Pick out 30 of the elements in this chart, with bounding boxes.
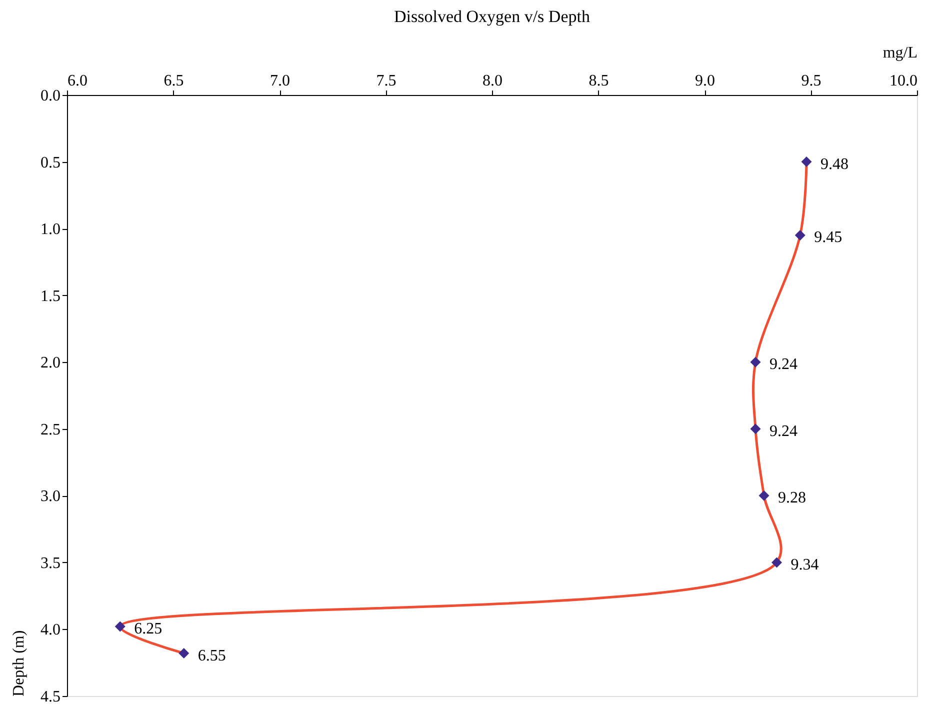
data-label: 9.48: [820, 156, 848, 173]
y-tick-label: 2.0: [40, 354, 60, 372]
data-label: 9.34: [790, 556, 819, 574]
y-tick-label: 3.5: [40, 554, 60, 572]
y-tick-label: 4.5: [40, 688, 60, 706]
x-tick-label: 6.0: [68, 72, 88, 90]
chart-title: Dissolved Oxygen v/s Depth: [394, 7, 590, 26]
data-label: 9.45: [814, 229, 842, 246]
data-label: 9.24: [770, 356, 798, 374]
y-tick-label: 2.5: [40, 421, 60, 438]
y-axis-title: Depth (m): [10, 630, 28, 696]
data-label: 6.55: [198, 647, 226, 664]
y-tick-label: 3.0: [40, 488, 60, 506]
x-tick-label: 9.0: [695, 72, 715, 90]
x-tick-label: 7.0: [270, 72, 290, 90]
data-label: 9.28: [778, 490, 806, 507]
y-tick-label: 4.0: [40, 622, 60, 639]
data-label: 9.24: [770, 422, 798, 440]
x-tick-label: 7.5: [376, 72, 396, 90]
x-tick-label: 6.5: [164, 72, 184, 90]
x-tick-label: 8.0: [482, 72, 502, 90]
x-tick-label: 10.0: [890, 72, 918, 90]
x-tick-label: 8.5: [588, 72, 609, 90]
y-tick-label: 1.0: [40, 221, 60, 238]
y-tick-label: 0.0: [40, 88, 60, 104]
x-tick-label: 9.5: [801, 72, 822, 90]
y-tick-label: 1.5: [40, 288, 60, 305]
data-label: 6.25: [134, 620, 162, 638]
y-tick-label: 0.5: [40, 154, 60, 172]
x-axis-title: mg/L: [882, 44, 918, 62]
